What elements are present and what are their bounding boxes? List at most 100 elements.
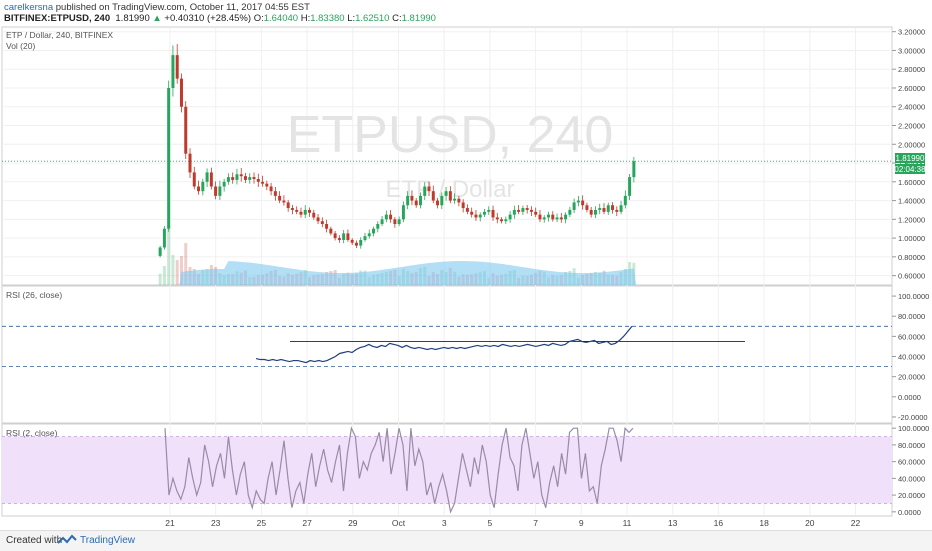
close-label: C:	[392, 13, 402, 24]
symbol-label: BITFINEX:ETPUSD, 240	[4, 13, 111, 24]
candle-body	[354, 242, 358, 246]
y-tick-label: 1.00000	[898, 234, 925, 243]
candle-body	[175, 55, 179, 79]
x-tick-label: 9	[579, 518, 584, 528]
candle-body	[487, 209, 491, 212]
candle-body	[162, 228, 166, 248]
change-value: +0.40310 (+28.45%)	[164, 13, 252, 24]
rsi26-tick-label: 60.0000	[898, 332, 925, 341]
main-panel-title: ETP / Dollar, 240, BITFINEX	[6, 30, 113, 40]
candle-body	[261, 181, 265, 184]
x-tick-label: 22	[851, 518, 861, 528]
candle-body	[465, 208, 469, 212]
candles-layer	[158, 44, 636, 258]
rsi26-tick-label: -20.0000	[898, 413, 928, 422]
candle-body	[440, 195, 444, 206]
candle-body	[320, 221, 324, 225]
candle-body	[581, 200, 585, 206]
candle-body	[593, 209, 597, 215]
author-link[interactable]: carelkersna	[4, 2, 54, 13]
candle-body	[418, 195, 422, 206]
candle-body	[512, 209, 516, 215]
y-tick-label: 2.80000	[898, 65, 925, 74]
candle-body	[197, 186, 201, 192]
candle-body	[401, 205, 405, 220]
rsi2-layer	[2, 426, 892, 514]
candle-body	[606, 205, 610, 212]
last-price: 1.81990	[115, 13, 150, 24]
candle-body	[252, 177, 256, 179]
candle-body	[278, 195, 282, 201]
x-tick-label: 23	[211, 518, 221, 528]
candle-body	[372, 228, 376, 234]
rsi26-tick-label: 0.0000	[898, 393, 921, 402]
main-panel-frame	[1, 26, 893, 286]
candle-body	[380, 219, 384, 225]
candle-body	[329, 228, 333, 234]
last-price-tag-text: 1.81990	[896, 154, 925, 163]
x-tick-label: 7	[533, 518, 538, 528]
x-tick-label: 21	[165, 518, 175, 528]
candle-body	[559, 217, 563, 220]
rsi2-title: RSI (2, close)	[6, 428, 58, 438]
quote-line: BITFINEX:ETPUSD, 240 1.81990 ▲ +0.40310 …	[4, 13, 436, 24]
candle-body	[367, 233, 371, 237]
candle-body	[525, 208, 529, 210]
candle-body	[448, 191, 452, 201]
candle-body	[478, 214, 482, 218]
candle-body	[410, 195, 414, 201]
x-tick-label: 13	[668, 518, 678, 528]
candle-body	[290, 208, 294, 210]
candle-body	[282, 200, 286, 203]
rsi2-tick-label: 80.0000	[898, 441, 925, 450]
candle-body	[393, 219, 397, 225]
volume-bar	[171, 255, 175, 285]
tradingview-brand[interactable]: TradingView	[80, 535, 136, 546]
candle-body	[286, 202, 290, 209]
candle-body	[431, 191, 435, 201]
rsi2-tick-label: 0.0000	[898, 508, 921, 517]
rsi26-layer	[2, 325, 892, 367]
y-tick-label: 3.20000	[898, 28, 925, 37]
y-tick-label: 0.80000	[898, 253, 925, 262]
rsi26-tick-label: 40.0000	[898, 353, 925, 362]
candle-body	[218, 186, 222, 196]
candle-body	[269, 186, 273, 192]
candle-body	[239, 174, 243, 177]
candle-body	[222, 181, 226, 187]
candle-body	[342, 233, 346, 240]
candle-body	[628, 177, 632, 196]
candle-body	[397, 219, 401, 225]
candle-body	[359, 239, 363, 246]
tradingview-logo-icon	[57, 534, 77, 544]
candle-body	[273, 191, 277, 196]
rsi2-tick-label: 100.0000	[898, 424, 929, 433]
y-tick-label: 0.60000	[898, 272, 925, 281]
volume-bar	[179, 256, 183, 285]
volume-layer	[158, 225, 636, 285]
candle-body	[585, 205, 589, 210]
x-tick-label: 3	[442, 518, 447, 528]
high-value: 1.83380	[310, 13, 345, 24]
candle-body	[611, 205, 615, 210]
high-label: H:	[300, 13, 311, 24]
candle-body	[491, 209, 495, 218]
x-tick-label: Oct	[392, 518, 406, 528]
up-arrow-icon: ▲	[152, 13, 162, 24]
candle-body	[470, 211, 474, 215]
y-tick-label: 2.60000	[898, 84, 925, 93]
candle-body	[504, 219, 508, 222]
volume-bar	[162, 266, 166, 285]
low-value: 1.62510	[355, 13, 390, 24]
volume-bar	[167, 225, 171, 285]
price-axis[interactable]: 3.20000 3.00000 2.80000 2.60000 2.40000 2.200…	[892, 28, 929, 517]
close-value: 1.81990	[401, 13, 436, 24]
candle-body	[184, 106, 188, 154]
x-tick-label: 11	[623, 518, 632, 528]
countdown-tag	[895, 164, 925, 174]
time-axis[interactable]: 21 23 25 27 29 Oct 3 5 7 9 11 13 16 18 20 22	[165, 518, 860, 528]
candle-body	[461, 202, 465, 209]
candle-body	[474, 214, 478, 218]
candle-body	[303, 209, 307, 215]
